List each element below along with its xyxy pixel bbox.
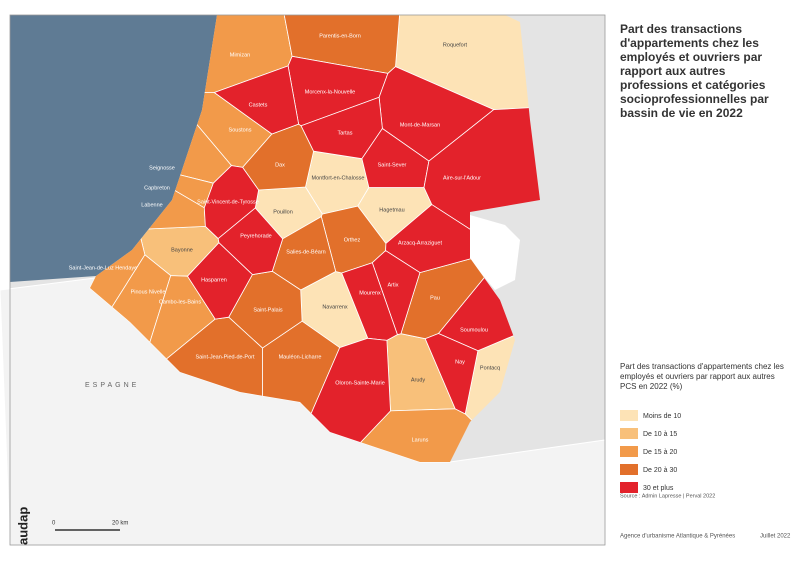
region (213, 65, 300, 135)
legend-swatch (620, 464, 638, 475)
region-label: Bayonne (171, 247, 193, 253)
region (424, 333, 479, 415)
region-label: Dax (275, 162, 285, 168)
region-label: Soumoulou (460, 327, 488, 333)
region-label: Hagetmau (379, 207, 404, 213)
legend-label: De 10 à 15 (643, 431, 677, 438)
region-label: Saint-Jean-de-Luz Hendaye (69, 265, 138, 271)
region-label: Pinous Nivelle (131, 289, 166, 295)
region-label: Saint-Vincent-de-Tyrosse (197, 199, 259, 205)
legend-label: De 20 à 30 (643, 467, 677, 474)
region (186, 242, 253, 320)
region-label: Pau (430, 295, 440, 301)
legend-label: De 15 à 20 (643, 449, 677, 456)
ocean (10, 15, 217, 282)
region-label: Pontacq (480, 365, 500, 371)
region-label: Cambo-les-Bains (159, 299, 201, 305)
legend-swatch (620, 428, 638, 439)
legend-label: Moins de 10 (643, 413, 681, 420)
region-label: Mourenx (359, 290, 381, 296)
region-label: Montfort-en-Chalosse (312, 175, 365, 181)
region-label: Soustons (229, 127, 252, 133)
region (90, 87, 146, 462)
title: Part des transactions d'appartements che… (620, 22, 769, 120)
region-label: Pouillon (273, 209, 293, 215)
region-label: Saint-Palais (253, 307, 283, 313)
country-label: ESPAGNE (85, 382, 139, 389)
region-label: Laruns (412, 437, 429, 443)
legend-title: Part des transactions d'appartements che… (620, 362, 784, 391)
region-label: Seignosse (149, 165, 175, 171)
region-label: Morcenx-la-Nouvelle (305, 89, 355, 95)
region-label: Aire-sur-l'Adour (443, 175, 481, 181)
legend-swatch (620, 482, 638, 493)
source: Source : Admin Lapresse | Perval 2022 (620, 493, 715, 499)
region-label: Oloron-Sainte-Marie (335, 380, 385, 386)
region-label: Saint-Sever (378, 162, 407, 168)
region-label: Artix (388, 282, 399, 288)
scale-end: 20 km (112, 521, 128, 527)
region-label: Castets (249, 102, 268, 108)
region-label: Hasparren (201, 277, 227, 283)
region-label: Salies-de-Béarn (286, 249, 325, 255)
footer-agency: Agence d'urbanisme Atlantique & Pyrénées (620, 534, 735, 540)
outside-area (470, 215, 520, 290)
region-labels: Roquefort Montfort-en-Chalosse Hagetmau Pou… (69, 33, 500, 443)
region-label: Navarrenx (322, 304, 348, 310)
region-label: Roquefort (443, 42, 468, 48)
legend: Moins de 10 De 10 à 15 De 15 à 20 De 20 à 3… (620, 410, 681, 493)
legend-swatch (620, 410, 638, 421)
region-label: Orthez (344, 237, 361, 243)
region-label: Capbreton (144, 185, 170, 191)
region-label: Tartas (338, 130, 353, 136)
scale-start: 0 (52, 521, 56, 527)
map-frame (9, 14, 606, 546)
footer-date: Juillet 2022 (760, 534, 791, 540)
region-label: Nay (455, 359, 465, 365)
region-label: Arzacq-Arraziguet (398, 240, 442, 246)
legend-swatch (620, 446, 638, 457)
region-label: Saint-Jean-Pied-de-Port (195, 354, 254, 360)
region-label: Arudy (411, 377, 426, 383)
region-label: Mimizan (230, 52, 250, 58)
logo: audap (15, 507, 30, 545)
region-label: Parentis-en-Born (319, 33, 361, 39)
region-label: Mont-de-Marsan (400, 122, 440, 128)
legend-label: 30 et plus (643, 485, 674, 492)
region-label: Mauléon-Licharre (279, 354, 322, 360)
region-label: Peyrehorade (240, 233, 272, 239)
region-label: Labenne (141, 202, 162, 208)
